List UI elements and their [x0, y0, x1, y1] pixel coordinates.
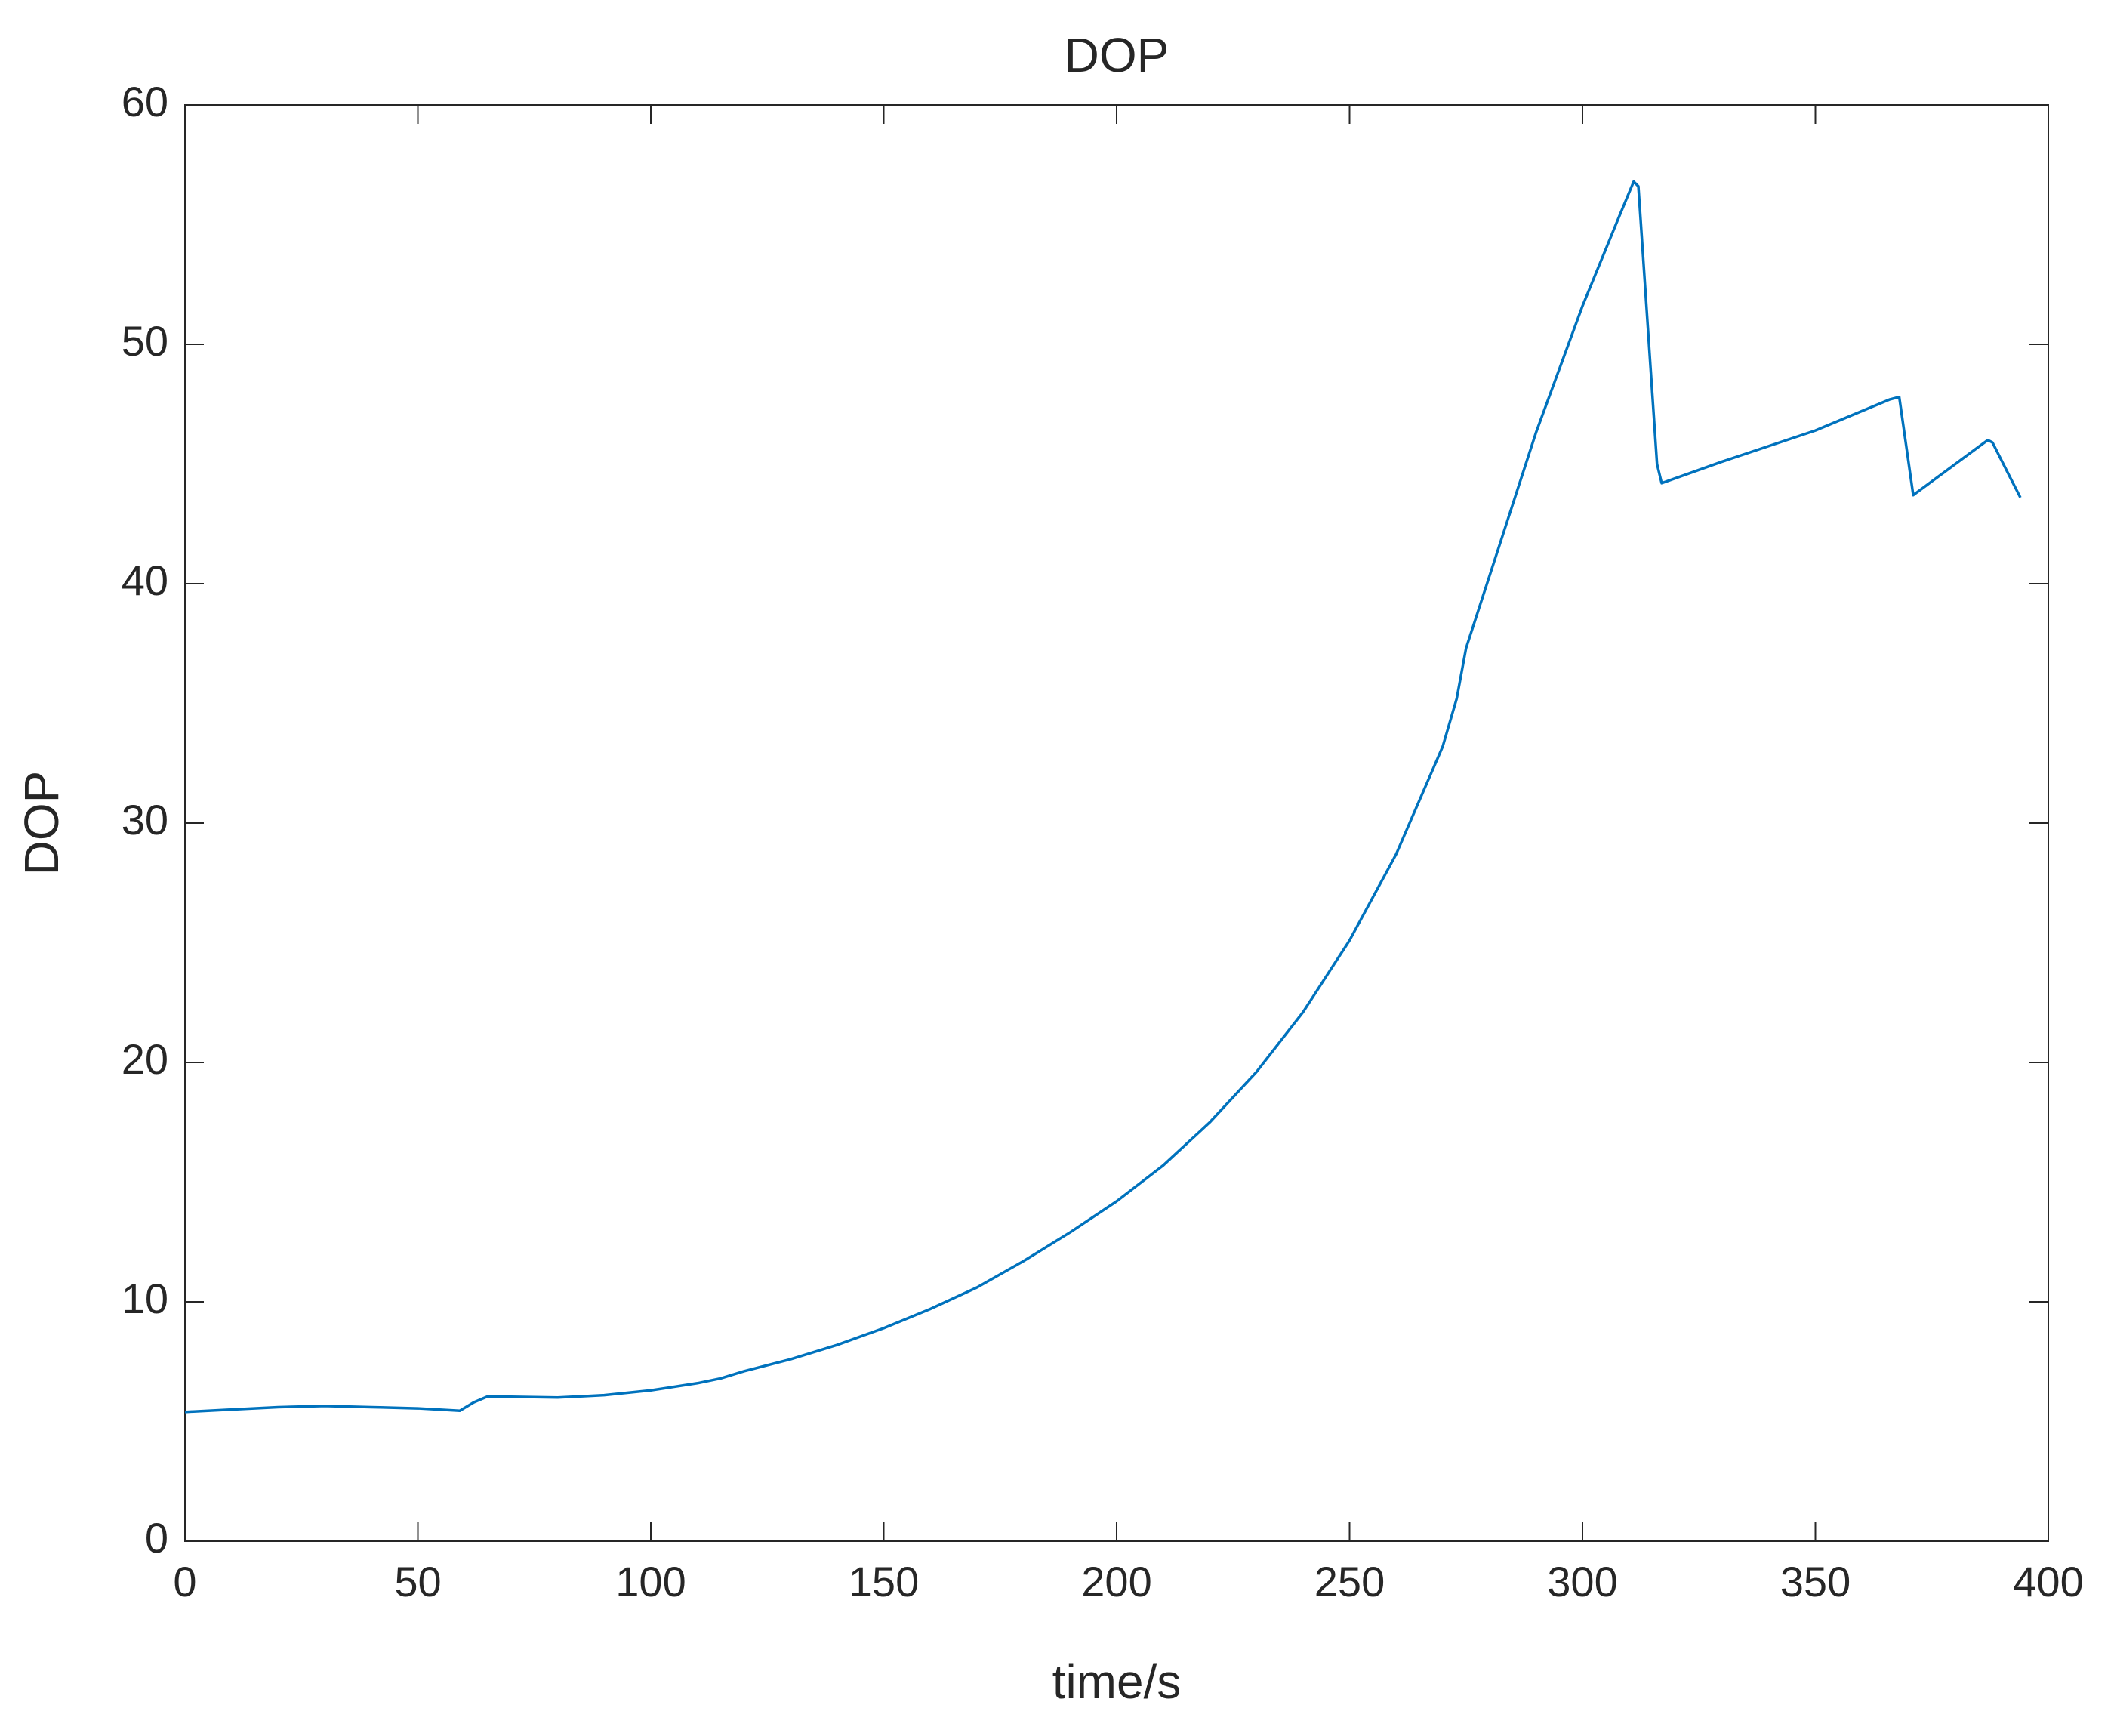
x-axis-label: time/s: [1052, 1654, 1182, 1709]
data-line: [184, 180, 2022, 1414]
y-tick-label: 0: [145, 1514, 168, 1562]
x-tick-label: 400: [2013, 1558, 2083, 1605]
x-tick-label: 200: [1081, 1558, 1151, 1605]
x-tick-label: 50: [394, 1558, 441, 1605]
plot-area: [184, 104, 2049, 1542]
x-tick-label: 0: [173, 1558, 196, 1605]
y-tick-label: 40: [122, 557, 168, 604]
x-tick-label: 300: [1547, 1558, 1617, 1605]
y-tick-label: 50: [122, 317, 168, 365]
y-axis-label: DOP: [14, 771, 69, 876]
y-tick-label: 10: [122, 1275, 168, 1322]
x-tick-label: 100: [615, 1558, 686, 1605]
y-tick-label: 30: [122, 796, 168, 843]
y-tick-label: 60: [122, 78, 168, 125]
chart-title: DOP: [1065, 28, 1169, 82]
x-tick-label: 350: [1780, 1558, 1851, 1605]
x-tick-label: 250: [1314, 1558, 1385, 1605]
y-tick-label: 20: [122, 1035, 168, 1083]
x-tick-label: 150: [849, 1558, 919, 1605]
